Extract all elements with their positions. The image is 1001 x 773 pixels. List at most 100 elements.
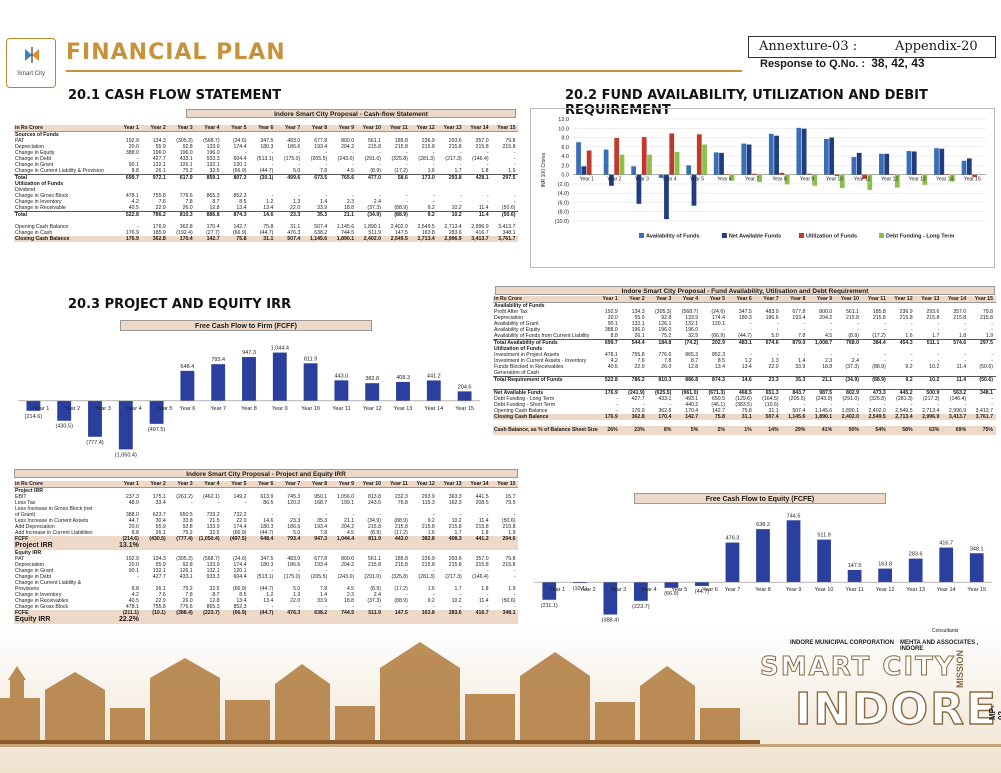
data-label: (44.7)	[695, 589, 710, 595]
table-cell: 186.6	[765, 315, 779, 321]
x-tick-label: Year 6	[717, 177, 731, 183]
table-cell: 1.6	[905, 333, 913, 339]
irr-table-title: Indore Smart City Proposal - Project and…	[14, 469, 518, 478]
table-cell: 755.8	[631, 352, 645, 358]
table-cell: (568.7)	[681, 309, 699, 315]
unit-label: in Rs Crore	[15, 125, 43, 131]
table-cell: (205.5)	[310, 156, 328, 162]
table-cell: 193.4	[792, 315, 806, 321]
table-cell: -	[513, 150, 516, 156]
table-cell: 40.5	[128, 598, 139, 604]
table-cell: -	[244, 150, 247, 156]
legend-entry: Debt Funding - Long Term	[886, 234, 954, 240]
table-cell: 92.8	[182, 562, 193, 568]
table-cell: 41%	[821, 427, 833, 433]
table-cell: 196.0	[658, 327, 672, 333]
x-tick-label: Year 15	[964, 177, 981, 183]
table-cell: (66.9)	[232, 610, 247, 616]
table-cell: 175.1	[152, 494, 166, 500]
fund-bar	[856, 152, 862, 175]
table-row: Add Increase in Current Liabilities 8.8 26…	[14, 530, 518, 536]
fund-chart-frame	[530, 108, 995, 268]
table-cell: 8.7	[212, 592, 220, 598]
data-label: 476.3	[726, 536, 740, 542]
table-cell: 132.1	[631, 321, 645, 327]
table-row: Closing Cash Balance 176.9 362.8 170.4 142.7…	[14, 236, 518, 242]
cash-flow-table-title: Indore Smart City Proposal - Cash-flow S…	[186, 109, 516, 118]
table-cell: (164.5)	[762, 396, 779, 402]
row-label: Project IRR	[15, 542, 53, 549]
row-label: Opening Cash Balance	[15, 224, 69, 230]
table-cell: 13.4	[714, 364, 725, 370]
table-cell: 293.6	[926, 309, 940, 315]
table-cell: -	[910, 358, 913, 364]
table-cell: 11.4	[478, 598, 489, 604]
table-cell: (388.4)	[176, 610, 193, 616]
table-row: FCFF (214.6) (430.5) (777.4) (1,050.4) (497.5…	[14, 536, 518, 542]
year-header: Year 13	[921, 296, 940, 302]
table-cell: 604.4	[233, 156, 247, 162]
table-cell: 215.8	[448, 144, 462, 150]
y-tick-label: (6.0)	[558, 200, 569, 206]
row-label: Change in Grant	[15, 162, 54, 168]
table-cell: 874.3	[233, 212, 247, 218]
table-cell: 33.4	[155, 500, 166, 506]
row-label: Change in Debt	[15, 156, 52, 162]
table-cell: -	[513, 568, 516, 574]
table-cell: (671.3)	[708, 390, 725, 396]
table-cell: 44.7	[128, 518, 139, 524]
table-cell: 1.7	[454, 586, 462, 592]
table-cell: -	[137, 224, 139, 230]
smart-city-logo: Smart City	[6, 38, 56, 88]
fund-bar	[674, 151, 680, 175]
table-cell: 293.8	[448, 175, 462, 181]
row-label: Investment in Project Assets	[494, 352, 560, 358]
table-cell: (66.9)	[711, 333, 725, 339]
table-cell: 142.7	[233, 224, 247, 230]
year-header: Year 1	[602, 296, 618, 302]
table-cell: 174.4	[233, 562, 247, 568]
table-cell: (513.1)	[256, 156, 274, 162]
row-label: Utilization of Funds	[494, 346, 543, 352]
fund-bar	[686, 165, 692, 175]
table-cell: 11.4	[478, 518, 489, 524]
row-label: Provisions	[15, 586, 39, 592]
table-cell: 7.6	[637, 358, 645, 364]
fund-bar	[768, 133, 774, 175]
legend-entry: Availability of Funds	[646, 234, 700, 240]
table-cell: 170.4	[685, 408, 699, 414]
data-label: 1,044.4	[271, 346, 289, 352]
fund-bar	[867, 174, 873, 190]
table-cell: -	[830, 321, 833, 327]
table-cell: (175.0)	[283, 574, 301, 580]
table-cell: 176.9	[125, 230, 139, 236]
corporation-name: INDORE MUNICIPAL CORPORATION	[790, 640, 895, 646]
table-cell: 26.1	[155, 168, 166, 174]
y-tick-label: 6.0	[561, 145, 569, 151]
table-cell: 215.8	[421, 524, 435, 530]
year-header: Year 9	[816, 296, 833, 302]
table-cell: -	[459, 568, 462, 574]
row-label: Availability of Equity	[494, 327, 541, 333]
table-cell: 54%	[875, 427, 886, 433]
table-cell: 90.1	[128, 568, 139, 574]
table-cell: (129.6)	[735, 396, 752, 402]
table-cell: 9.2	[427, 518, 435, 524]
table-cell: 1.9	[985, 333, 993, 339]
table-cell: -	[513, 574, 516, 580]
data-label: 163.8	[878, 562, 892, 568]
table-cell: 468.5	[738, 390, 752, 396]
table-cell: 776.6	[179, 193, 193, 199]
table-cell: 433.1	[179, 574, 193, 580]
table-cell: 120.1	[233, 162, 247, 168]
table-cell: 807.3	[233, 175, 247, 181]
year-header: Year 15	[497, 481, 516, 487]
year-header: Year 2	[150, 481, 166, 487]
table-cell: 186.6	[287, 144, 301, 150]
table-cell: -	[459, 162, 462, 168]
table-cell: (205.5)	[788, 396, 806, 402]
table-cell: 650.5	[712, 396, 725, 402]
table-cell: -	[964, 358, 967, 364]
table-cell: 147.5	[394, 230, 408, 236]
table-cell: 13.1%	[119, 542, 139, 549]
